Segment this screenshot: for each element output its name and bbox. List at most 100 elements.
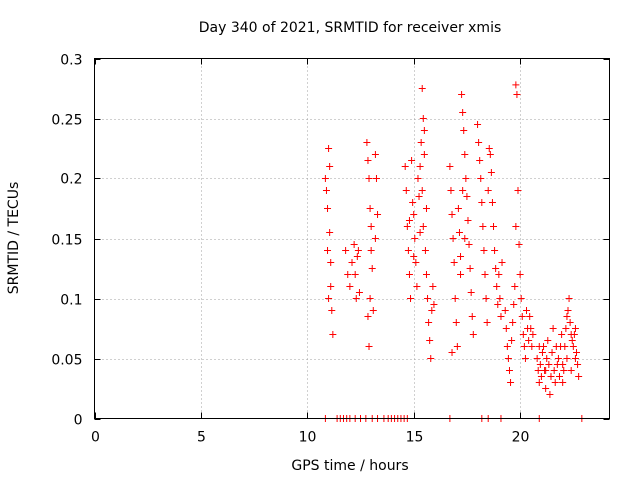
data-point: [538, 349, 546, 356]
data-point: [559, 379, 567, 386]
data-point: [449, 235, 457, 242]
data-point: [555, 373, 563, 380]
data-point: [492, 265, 500, 272]
data-point: [520, 343, 528, 350]
data-point: [420, 127, 428, 134]
data-point: [534, 367, 542, 374]
data-point: [409, 199, 417, 206]
data-point: [516, 271, 524, 278]
data-point: [467, 289, 475, 296]
data-point: [461, 235, 469, 242]
data-point: [404, 247, 412, 254]
data-point: [475, 139, 483, 146]
data-point: [487, 169, 495, 176]
data-point: [564, 307, 572, 314]
data-point: [408, 157, 416, 164]
data-point: [536, 361, 544, 368]
data-point: [498, 259, 506, 266]
data-point: [491, 247, 499, 254]
data-point: [455, 229, 463, 236]
data-point: [324, 205, 332, 212]
data-point: [559, 361, 567, 368]
data-point: [453, 343, 461, 350]
data-point: [558, 331, 566, 338]
plot-frame: [94, 58, 610, 419]
data-point: [480, 247, 488, 254]
data-point: [517, 295, 525, 302]
data-point: [322, 187, 330, 194]
data-point: [528, 343, 536, 350]
data-point: [351, 271, 359, 278]
data-point: [417, 139, 425, 146]
data-point: [459, 187, 467, 194]
data-point: [537, 373, 545, 380]
data-point: [526, 313, 534, 320]
data-point: [549, 325, 557, 332]
data-point: [495, 271, 503, 278]
data-point: [535, 379, 543, 386]
data-point: [410, 253, 418, 260]
x-tick-label: 15: [406, 430, 424, 446]
data-point: [416, 163, 424, 170]
data-point: [429, 283, 437, 290]
data-point: [415, 193, 423, 200]
data-point: [561, 343, 569, 350]
data-point: [504, 355, 512, 362]
data-point: [463, 193, 471, 200]
data-point: [543, 355, 551, 362]
data-point: [571, 355, 579, 362]
data-point: [484, 187, 492, 194]
data-point: [405, 271, 413, 278]
data-point: [497, 313, 505, 320]
data-point: [545, 361, 553, 368]
data-point: [451, 295, 459, 302]
data-point: [450, 259, 458, 266]
data-point: [512, 81, 520, 89]
data-point: [502, 325, 510, 332]
data-point: [419, 115, 427, 122]
data-point: [326, 229, 334, 236]
data-point: [554, 355, 562, 362]
data-point: [454, 205, 462, 212]
data-point: [460, 127, 468, 134]
data-point: [421, 247, 429, 254]
data-point: [486, 151, 494, 158]
y-tick-label: 0.1: [60, 293, 82, 309]
data-point: [363, 139, 371, 146]
data-point: [485, 145, 493, 152]
x-tick-label: 20: [512, 430, 530, 446]
data-point: [567, 367, 575, 374]
data-point: [571, 325, 579, 332]
data-point: [461, 151, 469, 158]
data-point: [365, 343, 373, 350]
data-point: [326, 163, 334, 170]
data-point: [348, 259, 356, 266]
data-point: [366, 295, 374, 302]
data-point: [511, 283, 519, 290]
data-point: [478, 199, 486, 206]
data-point: [508, 337, 516, 344]
data-point: [533, 355, 541, 362]
data-point: [503, 343, 511, 350]
data-point: [413, 283, 421, 290]
data-point: [513, 91, 521, 98]
data-point: [493, 283, 501, 290]
data-point: [476, 157, 484, 164]
x-tick-label: 5: [197, 430, 206, 446]
y-tick-label: 0.15: [51, 233, 82, 249]
data-point: [354, 247, 362, 254]
data-point: [481, 271, 489, 278]
data-point: [507, 379, 515, 386]
data-point: [494, 301, 502, 308]
data-point: [488, 199, 496, 206]
data-point: [563, 355, 571, 362]
data-point: [542, 385, 550, 392]
data-point: [560, 367, 568, 374]
data-point: [411, 235, 419, 242]
data-point: [365, 175, 373, 182]
data-point: [525, 337, 533, 344]
data-point: [364, 313, 372, 320]
data-point: [416, 229, 424, 236]
data-point: [328, 307, 336, 314]
